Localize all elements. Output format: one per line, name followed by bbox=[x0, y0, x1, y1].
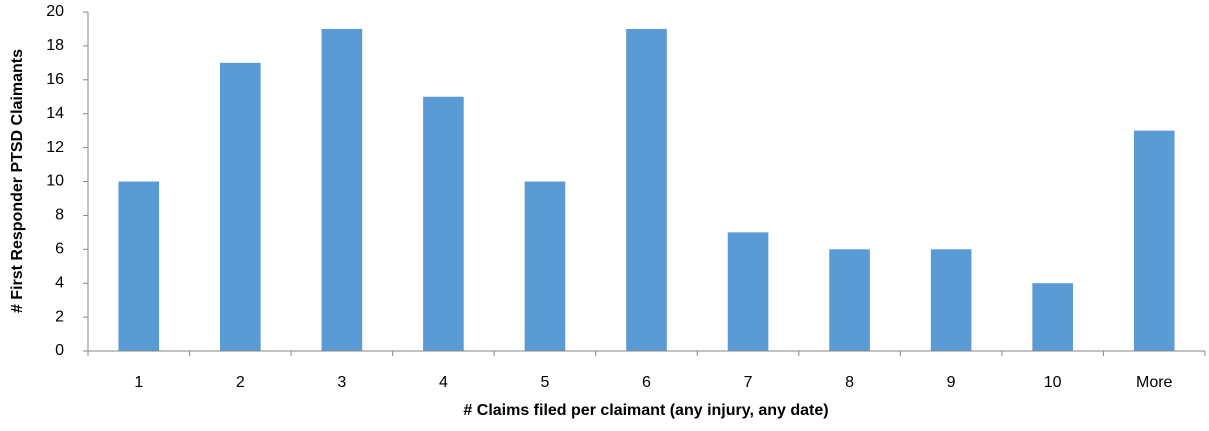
x-tick-label: 5 bbox=[541, 374, 550, 391]
x-tick-label: 1 bbox=[134, 374, 143, 391]
bar bbox=[1032, 283, 1073, 351]
x-tick-label: 6 bbox=[642, 374, 651, 391]
bar bbox=[727, 232, 769, 351]
y-tick-label: 4 bbox=[55, 274, 64, 291]
x-tick-label: 7 bbox=[744, 374, 753, 391]
bar bbox=[524, 181, 566, 351]
bar bbox=[1133, 130, 1175, 351]
x-tick-label: 3 bbox=[337, 374, 346, 391]
x-tick-label: 10 bbox=[1044, 374, 1062, 391]
y-tick-label: 10 bbox=[46, 173, 64, 190]
bar bbox=[423, 96, 464, 351]
bar bbox=[626, 28, 667, 351]
x-tick-label: 2 bbox=[236, 374, 245, 391]
x-tick-label: More bbox=[1136, 374, 1173, 391]
y-tick-label: 14 bbox=[46, 105, 64, 122]
x-tick-label: 4 bbox=[439, 374, 448, 391]
y-tick-label: 2 bbox=[55, 308, 64, 325]
x-axis-title: # Claims filed per claimant (any injury,… bbox=[463, 402, 828, 419]
x-tick-label: 8 bbox=[845, 374, 854, 391]
bar bbox=[829, 249, 870, 351]
y-tick-label: 8 bbox=[55, 207, 64, 224]
y-tick-label: 0 bbox=[55, 342, 64, 359]
bar bbox=[220, 62, 261, 351]
y-tick-label: 18 bbox=[46, 37, 64, 54]
y-tick-label: 20 bbox=[46, 3, 64, 20]
bar bbox=[930, 249, 972, 351]
y-axis-title: # First Responder PTSD Claimants bbox=[9, 49, 26, 313]
x-tick-label: 9 bbox=[947, 374, 956, 391]
y-tick-label: 16 bbox=[46, 71, 64, 88]
bar bbox=[118, 181, 160, 351]
bar bbox=[321, 28, 363, 351]
y-tick-label: 12 bbox=[46, 139, 64, 156]
y-tick-label: 6 bbox=[55, 241, 64, 258]
